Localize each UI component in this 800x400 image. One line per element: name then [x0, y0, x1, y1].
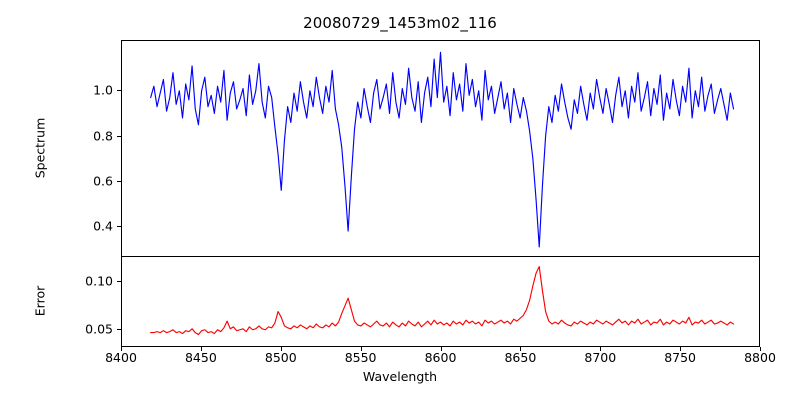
- y-axis-label-spectrum: Spectrum: [33, 118, 48, 179]
- spectrum-ytick-label: 0.4: [67, 219, 113, 234]
- error-ytick-mark: [117, 281, 121, 282]
- y-axis-label-error: Error: [33, 286, 48, 316]
- error-ytick-mark: [117, 329, 121, 330]
- x-axis-label: Wavelength: [0, 369, 800, 384]
- spectrum-line-series: [122, 41, 759, 256]
- xtick-label: 8650: [504, 350, 536, 365]
- xtick-label: 8400: [105, 350, 137, 365]
- xtick-label: 8500: [265, 350, 297, 365]
- matplotlib-figure: 20080729_1453m02_116 Spectrum Error Wave…: [0, 0, 800, 400]
- xtick-label: 8750: [664, 350, 696, 365]
- spectrum-ytick-mark: [117, 136, 121, 137]
- error-ytick-label: 0.10: [67, 273, 113, 288]
- spectrum-ytick-label: 0.6: [67, 174, 113, 189]
- spectrum-ytick-mark: [117, 90, 121, 91]
- xtick-label: 8800: [744, 350, 776, 365]
- xtick-label: 8600: [425, 350, 457, 365]
- error-plot-panel: [121, 256, 760, 347]
- error-line-series: [122, 257, 759, 346]
- spectrum-ytick-mark: [117, 226, 121, 227]
- spectrum-ytick-label: 0.8: [67, 128, 113, 143]
- spectrum-ytick-label: 1.0: [67, 83, 113, 98]
- spectrum-plot-panel: [121, 40, 760, 256]
- xtick-label: 8450: [185, 350, 217, 365]
- spectrum-ytick-mark: [117, 181, 121, 182]
- xtick-label: 8550: [345, 350, 377, 365]
- xtick-label: 8700: [584, 350, 616, 365]
- error-ytick-label: 0.05: [67, 322, 113, 337]
- figure-title: 20080729_1453m02_116: [0, 14, 800, 32]
